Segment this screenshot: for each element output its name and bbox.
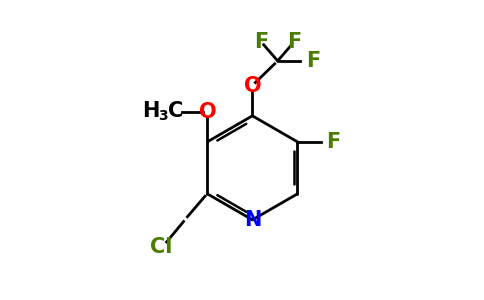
Text: F: F [306,51,320,71]
Text: F: F [326,132,340,152]
Text: C: C [168,100,183,121]
Text: H: H [142,100,160,121]
Text: 3: 3 [158,109,168,123]
Text: O: O [243,76,261,96]
Text: F: F [254,32,269,52]
Text: N: N [244,210,261,230]
Text: F: F [287,32,301,52]
Text: O: O [198,102,216,122]
Text: Cl: Cl [150,237,172,257]
